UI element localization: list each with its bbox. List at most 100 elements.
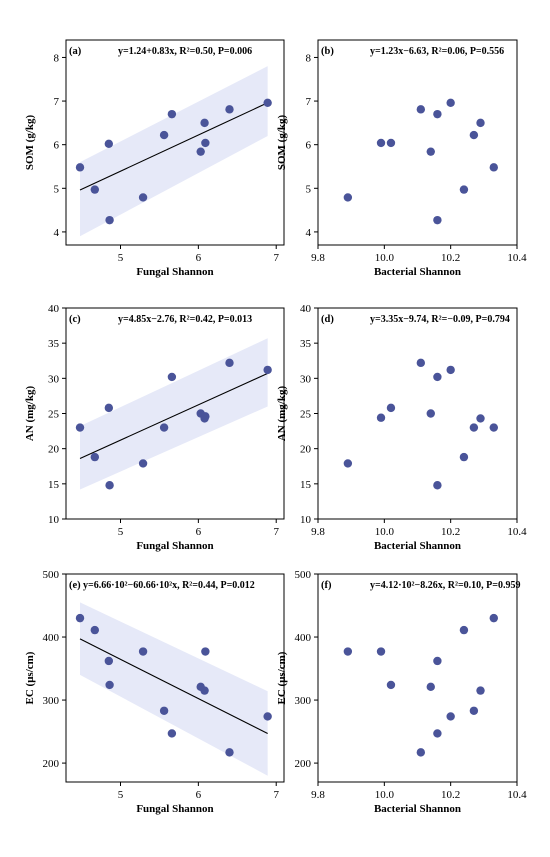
panel-c: 10 15 20 25 30 35 40 5 6 7 (c) y=4.85x−2.76, R²=0.4… — [24, 303, 285, 552]
x-tick-label: 10.2 — [441, 526, 460, 538]
panel-label: (a) — [69, 46, 82, 57]
data-point — [459, 625, 469, 635]
data-point — [159, 706, 169, 715]
data-point — [416, 105, 426, 114]
data-point — [426, 147, 435, 156]
panel-label: (c) — [69, 314, 81, 325]
data-point — [75, 423, 85, 432]
data-point — [433, 656, 442, 666]
x-tick-label: 9.8 — [311, 252, 325, 264]
data-point — [105, 680, 114, 690]
regression-equation: y=3.35x−9.74, R²=−0.09, P=0.794 — [370, 314, 510, 325]
y-tick-label: 400 — [43, 632, 60, 644]
confidence-band — [80, 338, 268, 490]
x-tick-label: 5 — [118, 526, 124, 538]
y-tick-label: 300 — [43, 695, 60, 707]
data-point — [469, 706, 479, 715]
data-point — [446, 365, 455, 375]
data-point — [159, 130, 169, 140]
x-tick-label: 10.0 — [375, 252, 395, 264]
data-point — [200, 686, 209, 695]
data-point — [469, 423, 479, 432]
confidence-band — [80, 602, 268, 776]
panel-e: 200 300 400 500 5 6 7 (e) y=6.66·10²−60.66·10²x,… — [24, 569, 285, 815]
data-point — [159, 423, 169, 432]
data-point — [104, 656, 114, 666]
x-tick-label: 10.0 — [375, 789, 395, 801]
data-point — [489, 613, 498, 623]
regression-equation: y=1.24+0.83x, R²=0.50, P=0.006 — [118, 46, 252, 57]
regression-line — [79, 102, 268, 191]
y-tick-label: 25 — [300, 409, 312, 421]
data-point — [433, 729, 442, 738]
data-point — [433, 481, 442, 490]
data-point — [489, 163, 498, 172]
x-axis-label: Fungal Shannon — [136, 266, 213, 278]
y-tick-label: 5 — [306, 183, 312, 195]
data-point — [426, 409, 435, 418]
y-tick-label: 10 — [48, 514, 60, 526]
plot-frame — [317, 307, 518, 520]
data-point — [138, 647, 148, 656]
data-point — [376, 413, 386, 422]
y-tick-label: 200 — [295, 758, 312, 770]
data-point — [263, 365, 272, 375]
y-tick-label: 4 — [306, 227, 312, 239]
data-point — [459, 452, 469, 462]
regression-equation: y=4.12·10²−8.26x, R²=0.10, P=0.959 — [370, 580, 520, 591]
regression-line — [79, 638, 268, 734]
data-point — [386, 403, 396, 413]
x-tick-label: 10.2 — [441, 789, 460, 801]
regression-equation: y=6.66·10²−60.66·10²x, R²=0.44, P=0.012 — [83, 580, 255, 591]
data-point — [104, 139, 114, 149]
y-tick-label: 6 — [54, 140, 60, 152]
data-point — [469, 130, 479, 140]
data-point — [90, 185, 100, 194]
x-axis-label: Fungal Shannon — [136, 540, 213, 552]
y-tick-label: 10 — [300, 514, 312, 526]
data-point — [433, 215, 442, 225]
data-point — [416, 748, 426, 757]
x-tick-label: 6 — [196, 252, 202, 264]
data-point — [416, 358, 426, 368]
data-point — [201, 412, 210, 421]
x-axis-label: Fungal Shannon — [136, 803, 213, 815]
y-axis-label: AN (mg/kg) — [24, 386, 36, 442]
plot-frame — [65, 573, 285, 783]
y-tick-label: 400 — [295, 632, 312, 644]
data-point — [433, 372, 442, 382]
data-point — [104, 403, 114, 413]
data-point — [476, 686, 485, 695]
x-tick-label: 7 — [273, 526, 279, 538]
y-tick-label: 5 — [54, 183, 60, 195]
data-point — [459, 185, 469, 194]
data-point — [200, 118, 209, 128]
x-tick-label: 10.4 — [507, 252, 527, 264]
data-point — [376, 138, 386, 148]
x-tick-label: 9.8 — [311, 526, 325, 538]
y-tick-label: 4 — [54, 227, 60, 239]
data-point — [476, 414, 485, 423]
data-point — [489, 423, 498, 432]
y-tick-label: 40 — [300, 303, 312, 315]
y-tick-label: 35 — [48, 338, 60, 350]
data-point — [376, 647, 386, 656]
x-axis-label: Bacterial Shannon — [374, 540, 461, 552]
data-point — [201, 647, 210, 656]
y-tick-label: 20 — [48, 444, 60, 456]
y-tick-label: 8 — [306, 52, 312, 64]
data-point — [426, 682, 435, 692]
y-tick-label: 500 — [43, 569, 60, 581]
regression-equation: y=4.85x−2.76, R²=0.42, P=0.013 — [118, 314, 252, 325]
data-point — [75, 613, 85, 623]
data-point — [75, 163, 85, 172]
data-point — [90, 452, 100, 462]
y-tick-label: 30 — [48, 373, 60, 385]
data-point — [138, 459, 148, 468]
plot-frame — [317, 39, 518, 246]
y-tick-label: 30 — [300, 373, 312, 385]
y-tick-label: 25 — [48, 409, 60, 421]
data-point — [225, 748, 234, 757]
x-tick-label: 6 — [196, 789, 202, 801]
